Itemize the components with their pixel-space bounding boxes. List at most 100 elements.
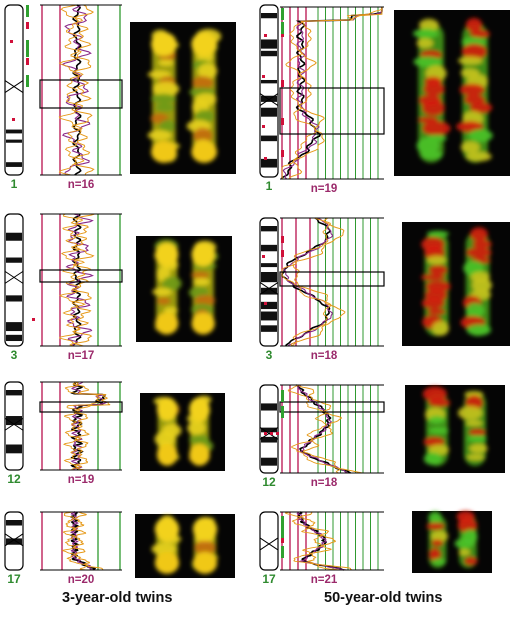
highlight-box [39,269,123,283]
ideogram-band [6,139,22,143]
panel-labels: 3 n=18 [266,348,338,362]
signal-spot [189,397,210,422]
signal-spot [460,141,481,153]
individual-trace [72,511,104,571]
signal-spot [457,405,483,420]
signal-spot [155,103,175,112]
signal-spot [426,522,445,530]
chromosome-number: 1 [266,179,273,193]
signal-spot [472,239,492,249]
chromosome-ideogram [4,511,24,571]
centromere-mark [4,417,24,431]
signal-spot [470,102,493,114]
ideogram-band [6,295,22,302]
ideogram-band [6,232,22,241]
image-background [405,385,505,473]
individual-trace [297,384,363,474]
chromosome-number: 17 [7,572,21,585]
sample-size-label: n=16 [68,179,95,191]
ideogram-band [261,311,277,321]
centromere-mark [4,80,24,94]
signal-spot [471,278,493,293]
chromosome-territory [153,396,182,466]
signal-spot [194,540,216,555]
signal-spot [468,129,493,142]
chromosome-territory [188,240,219,335]
ideogram-band [261,79,277,84]
signal-spot [457,518,478,533]
chromosome-number: 12 [262,475,276,489]
ideogram-band [6,538,22,545]
signal-spot [459,83,485,96]
panel-labels: 17 n=21 [262,572,338,586]
signal-spot [428,427,449,434]
signal-spot [464,556,478,566]
dot-mark [270,432,273,435]
signal-spot [159,119,176,133]
panel-labels: 3 n=17 [11,348,95,362]
signal-spot [163,307,178,314]
signal-spot [191,312,215,335]
ideogram-band [261,226,277,232]
dot-mark [262,255,265,258]
red-region-mark [281,118,284,125]
individual-trace [65,213,94,347]
mean-trace [281,7,383,180]
profile-plot [39,4,123,176]
signal-spot [151,32,177,57]
green-region-mark [26,45,29,57]
signal-spot [461,37,487,47]
red-region-mark [26,58,29,65]
signal-spot [428,265,448,275]
image-background [136,236,232,342]
image-background [394,10,510,176]
green-region-mark [281,390,284,402]
signal-spot [154,551,180,574]
mean-trace [296,511,345,571]
profile-plot [279,6,385,180]
signal-spot [155,312,179,335]
signal-spot [430,530,449,542]
sample-size-label: n=18 [311,477,338,489]
signal-spot [187,421,206,435]
ideogram-band [6,334,22,342]
signal-spot [422,386,447,402]
chromosome-ideogram [4,213,35,347]
individual-trace [290,217,346,347]
ideogram-outline [4,4,24,176]
signal-spot [418,18,439,32]
chromosome-territory [460,227,493,337]
red-region-mark [281,150,284,157]
signal-spot [464,390,484,398]
ideogram-band [6,129,22,134]
dot-mark [262,125,265,128]
signal-spot [193,127,213,144]
sample-size-label: n=21 [311,574,338,585]
individual-trace [288,7,383,180]
red-region-mark [281,536,284,543]
ideogram-band [261,135,277,142]
centromere-mark [4,533,24,547]
sample-size-label: n=20 [68,574,95,585]
individual-trace [282,7,383,180]
ideogram-outline [4,213,24,347]
signal-spot [426,230,450,237]
signal-spot [191,242,215,267]
individual-trace [284,511,341,571]
ideogram-band [261,287,277,295]
panel-labels: 1 n=16 [11,177,95,191]
dot-mark [10,40,13,43]
green-region-mark [281,406,284,418]
signal-spot [150,93,177,104]
individual-trace [70,381,108,471]
signal-spot [420,150,443,160]
signal-spot [420,274,446,281]
highlight-box [279,401,385,413]
signal-spot [197,63,218,79]
individual-trace [62,382,101,471]
green-region-mark [26,75,29,87]
chromosome-number: 3 [266,348,273,362]
chromosome-territory [457,390,488,466]
signal-spot [422,121,451,136]
